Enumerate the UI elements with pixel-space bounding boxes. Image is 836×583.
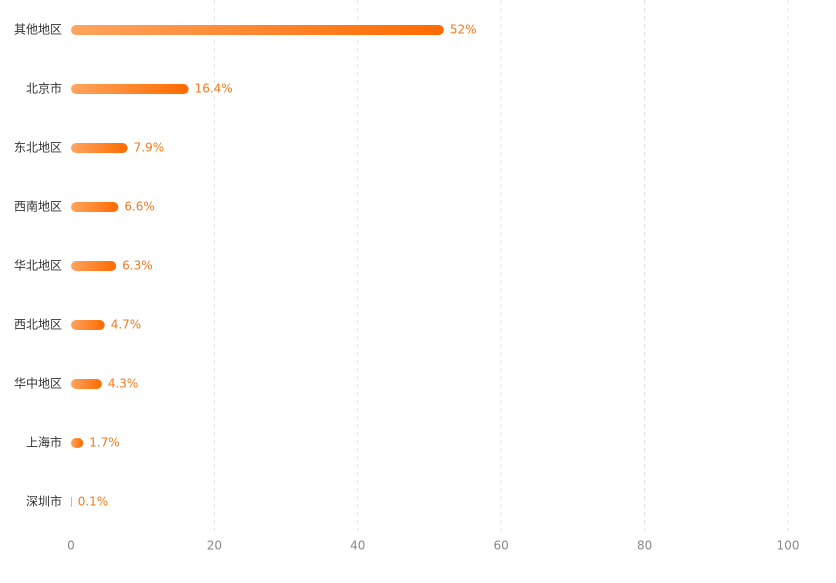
value-label: 6.6% bbox=[124, 200, 154, 214]
x-tick-label: 40 bbox=[350, 539, 365, 553]
bar bbox=[71, 143, 128, 153]
y-tick-label: 上海市 bbox=[26, 435, 62, 450]
value-label: 7.9% bbox=[134, 141, 165, 155]
y-tick-label: 华中地区 bbox=[14, 376, 62, 391]
bar bbox=[71, 25, 444, 35]
bar bbox=[71, 261, 117, 271]
bar bbox=[71, 84, 189, 94]
value-label: 4.7% bbox=[111, 318, 142, 332]
y-tick-label: 北京市 bbox=[26, 81, 62, 96]
x-tick-label: 20 bbox=[207, 539, 222, 553]
x-tick-label: 100 bbox=[777, 539, 800, 553]
bar bbox=[71, 202, 119, 212]
y-tick-label: 东北地区 bbox=[14, 141, 62, 155]
y-tick-label: 深圳市 bbox=[26, 494, 62, 509]
x-tick-label: 0 bbox=[67, 539, 75, 553]
value-label: 16.4% bbox=[195, 82, 233, 96]
x-tick-label: 60 bbox=[494, 539, 509, 553]
value-label: 6.3% bbox=[122, 259, 152, 273]
y-tick-label: 西南地区 bbox=[14, 199, 62, 214]
y-tick-label: 其他地区 bbox=[14, 23, 62, 37]
value-label: 0.1% bbox=[78, 495, 109, 509]
x-tick-label: 80 bbox=[637, 539, 652, 553]
bar bbox=[71, 438, 84, 448]
y-tick-label: 西北地区 bbox=[14, 318, 62, 332]
bar bbox=[71, 379, 102, 389]
value-label: 1.7% bbox=[89, 436, 120, 450]
y-tick-label: 华北地区 bbox=[14, 259, 62, 273]
bar bbox=[71, 320, 105, 330]
value-label: 4.3% bbox=[108, 377, 138, 391]
value-label: 52% bbox=[450, 23, 477, 37]
bar bbox=[71, 497, 72, 507]
